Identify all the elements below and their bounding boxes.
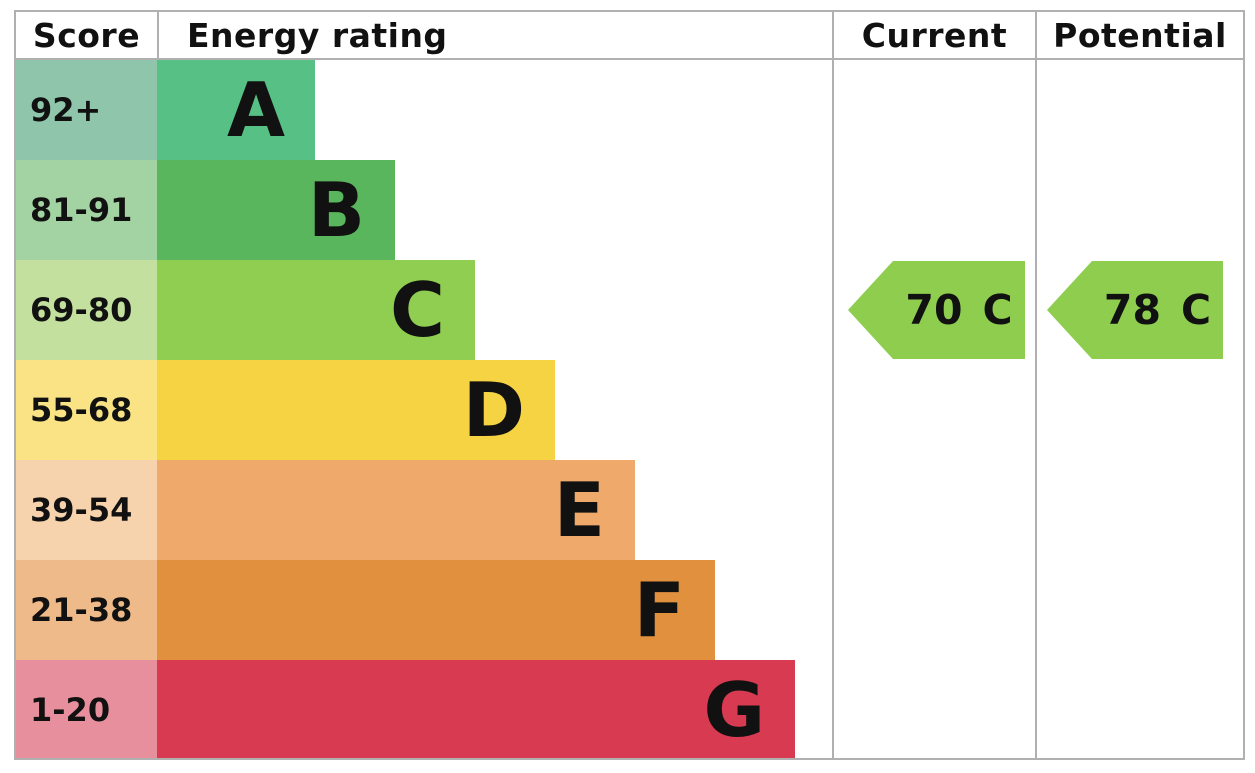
score-range-label: 81-91 (30, 191, 133, 229)
band-row-b: 81-91 B (16, 160, 795, 260)
rating-bar-f: F (157, 560, 715, 660)
table-left-border (14, 10, 16, 760)
score-range-label: 55-68 (30, 391, 133, 429)
band-row-a: 92+ A (16, 60, 795, 160)
score-cell-55-68: 55-68 (16, 360, 157, 460)
grade-letter-g: G (703, 665, 765, 754)
potential-rating-letter: C (1180, 286, 1212, 334)
current-score-value: 70 (905, 286, 963, 334)
rating-bar-b: B (157, 160, 395, 260)
score-range-label: 69-80 (30, 291, 133, 329)
band-row-f: 21-38 F (16, 560, 795, 660)
rating-bar-g: G (157, 660, 795, 760)
grade-letter-c: C (389, 265, 445, 354)
grade-letter-f: F (633, 565, 685, 654)
column-header-energy-rating: Energy rating (187, 15, 448, 55)
rating-bar-d: D (157, 360, 555, 460)
column-header-score: Score (32, 15, 141, 55)
score-cell-39-54: 39-54 (16, 460, 157, 560)
current-rating-arrow: 70 C (848, 261, 1025, 359)
table-bottom-border (14, 758, 1245, 760)
band-row-g: 1-20 G (16, 660, 795, 760)
rating-bar-e: E (157, 460, 635, 560)
score-range-label: 92+ (30, 91, 102, 129)
column-header-potential: Potential (1053, 15, 1227, 55)
potential-rating-arrow: 78 C (1047, 261, 1223, 359)
grade-letter-a: A (226, 65, 285, 154)
score-cell-81-91: 81-91 (16, 160, 157, 260)
grade-letter-e: E (553, 465, 605, 554)
grade-letter-b: B (307, 165, 365, 254)
table-top-border (14, 10, 1245, 12)
table-right-border (1243, 10, 1245, 760)
rating-bar-c: C (157, 260, 475, 360)
band-row-d: 55-68 D (16, 360, 795, 460)
score-range-label: 21-38 (30, 591, 133, 629)
score-cell-1-20: 1-20 (16, 660, 157, 760)
band-row-e: 39-54 E (16, 460, 795, 560)
score-range-label: 1-20 (30, 691, 111, 729)
header-bottom-border (14, 58, 1245, 60)
rating-bands: 92+ A 81-91 B 69-80 C 55-68 (16, 60, 795, 760)
potential-column-divider (1035, 10, 1037, 760)
rating-bar-a: A (157, 60, 315, 160)
grade-letter-d: D (462, 365, 525, 454)
score-cell-69-80: 69-80 (16, 260, 157, 360)
score-cell-92-plus: 92+ (16, 60, 157, 160)
current-rating-letter: C (982, 286, 1013, 334)
band-row-c: 69-80 C (16, 260, 795, 360)
score-range-label: 39-54 (30, 491, 133, 529)
score-cell-21-38: 21-38 (16, 560, 157, 660)
current-column-divider (832, 10, 834, 760)
column-header-current: Current (861, 15, 1008, 55)
score-column-divider (157, 10, 159, 60)
potential-score-value: 78 (1103, 286, 1161, 334)
